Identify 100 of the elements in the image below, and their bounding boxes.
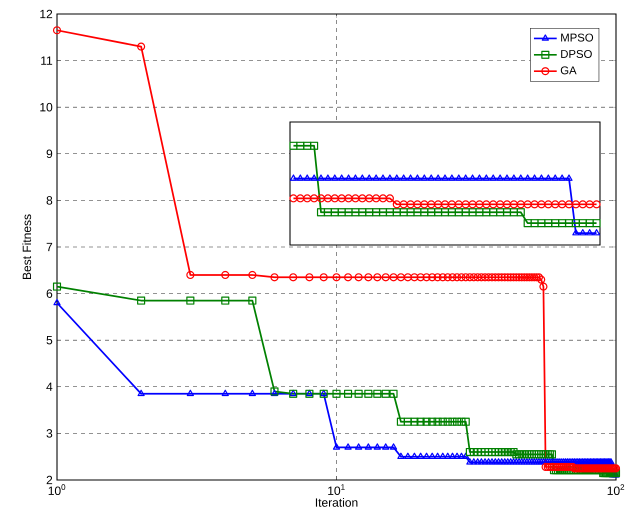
point <box>502 208 512 216</box>
point <box>428 174 435 181</box>
point <box>517 174 524 181</box>
point <box>406 208 415 216</box>
point <box>400 200 408 208</box>
x-tick-label: 10$^{1}$ <box>328 484 345 495</box>
legend-label: GA <box>560 66 577 74</box>
y-axis-title: Best Fitness <box>22 214 32 280</box>
point <box>544 200 552 208</box>
point <box>448 200 456 208</box>
point <box>379 174 387 181</box>
point <box>393 174 400 181</box>
point <box>324 174 332 181</box>
point <box>344 194 353 202</box>
point <box>524 219 532 228</box>
point <box>392 200 401 208</box>
point <box>400 208 408 216</box>
point <box>324 208 332 216</box>
y-tick-label: 8 <box>46 196 52 205</box>
point <box>406 200 415 208</box>
point <box>338 174 346 181</box>
point <box>592 219 601 228</box>
point <box>572 200 580 208</box>
point <box>331 174 338 181</box>
point <box>316 194 326 202</box>
point <box>468 174 476 181</box>
point <box>366 174 373 181</box>
point <box>564 219 574 228</box>
point <box>482 208 490 216</box>
point <box>516 200 525 208</box>
point <box>420 208 428 216</box>
point <box>427 208 436 216</box>
point <box>558 219 566 228</box>
point <box>496 200 504 208</box>
point <box>420 174 428 181</box>
point <box>510 208 518 216</box>
point <box>338 194 346 202</box>
point <box>392 208 401 216</box>
point <box>572 219 580 228</box>
point <box>310 194 318 202</box>
point <box>524 174 532 181</box>
point <box>455 174 462 181</box>
point <box>592 200 601 208</box>
point <box>378 194 388 202</box>
point <box>462 174 470 181</box>
x-axis-title: Iteration <box>316 498 358 507</box>
point <box>578 200 587 208</box>
point <box>544 174 552 181</box>
point <box>586 200 594 208</box>
point <box>351 194 360 202</box>
point <box>565 174 573 181</box>
point <box>386 194 394 202</box>
point <box>552 174 559 181</box>
point <box>352 174 360 181</box>
y-tick-label: 10 <box>40 102 52 112</box>
point <box>476 174 484 181</box>
point <box>586 229 594 236</box>
point <box>338 208 346 216</box>
legend-label: DPSO <box>561 50 592 58</box>
point <box>510 174 518 181</box>
point <box>330 194 339 202</box>
point <box>475 200 484 208</box>
point <box>524 200 532 208</box>
point <box>365 194 374 202</box>
point <box>427 200 436 208</box>
point <box>406 174 414 181</box>
legend-label: MPSO <box>561 34 594 42</box>
point <box>468 200 477 208</box>
point <box>420 200 428 208</box>
point <box>516 208 525 216</box>
point <box>454 200 463 208</box>
y-tick-label: 11 <box>41 56 52 65</box>
point <box>372 174 380 181</box>
point <box>304 174 311 181</box>
point <box>564 200 574 208</box>
point <box>578 219 587 228</box>
y-tick-label: 2 <box>46 476 52 484</box>
point <box>538 174 546 181</box>
point <box>317 174 325 181</box>
point <box>303 194 312 202</box>
y-tick-label: 9 <box>46 150 52 158</box>
point <box>537 219 546 228</box>
point <box>496 208 504 216</box>
point <box>413 208 422 216</box>
point <box>586 219 594 228</box>
point <box>558 174 566 181</box>
point <box>448 208 456 216</box>
point <box>440 208 450 216</box>
point <box>475 208 484 216</box>
y-tick-label: 12 <box>40 10 52 18</box>
point <box>530 174 538 181</box>
point <box>434 200 442 208</box>
point <box>454 208 463 216</box>
point <box>400 174 408 181</box>
point <box>502 200 512 208</box>
point <box>482 174 490 181</box>
point <box>296 174 304 181</box>
point <box>462 208 470 216</box>
y-tick-label: 6 <box>46 289 52 298</box>
y-tick-label: 7 <box>46 242 52 252</box>
